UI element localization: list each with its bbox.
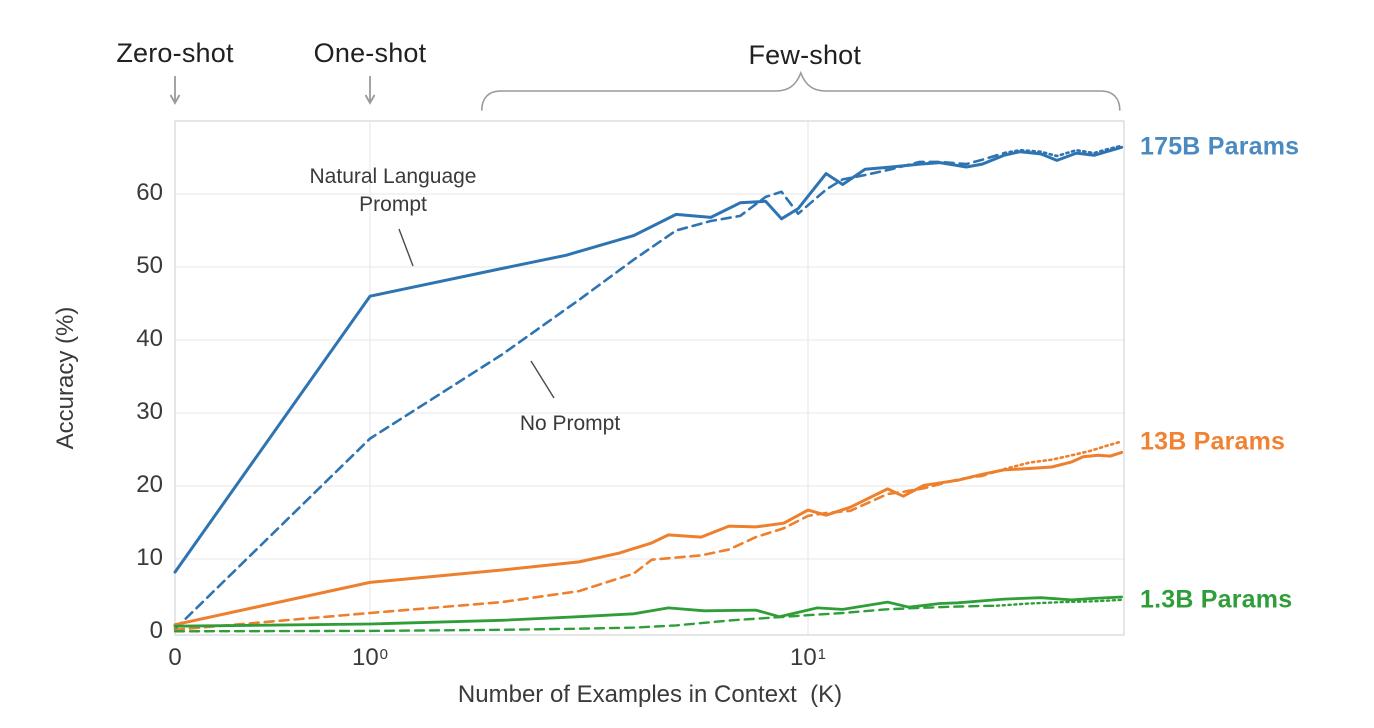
x-tick-label: 101 bbox=[789, 644, 827, 671]
series-line-dashed bbox=[173, 151, 1006, 631]
x-tick-label: 100 bbox=[351, 644, 389, 671]
series-label: 1.3B Params bbox=[1140, 585, 1293, 614]
y-tick-label: 30 bbox=[136, 398, 163, 425]
y-tick-label: 10 bbox=[136, 544, 163, 571]
y-tick-label: 50 bbox=[136, 252, 163, 279]
natural-language-prompt-annotation: Natural Language Prompt bbox=[310, 163, 477, 220]
y-tick-label: 40 bbox=[136, 325, 163, 352]
y-axis-title: Accuracy (%) bbox=[52, 306, 79, 450]
annotation-leader-line bbox=[530, 360, 555, 399]
x-axis-title: Number of Examples in Context (K) bbox=[457, 681, 843, 708]
y-tick-label: 60 bbox=[136, 179, 163, 206]
series-line-dotted bbox=[1002, 440, 1123, 471]
down-arrow-icon bbox=[364, 94, 376, 105]
series-label: 175B Params bbox=[1140, 132, 1300, 161]
series-line-solid bbox=[173, 595, 1123, 628]
series-line-dotted bbox=[1002, 144, 1123, 158]
x-tick-exponent: 0 bbox=[379, 646, 389, 663]
one-shot-label: One-shot bbox=[313, 38, 427, 68]
series-line-dashed bbox=[173, 604, 999, 633]
series-line-solid bbox=[173, 450, 1124, 627]
series-line-dotted bbox=[995, 598, 1123, 607]
y-tick-label: 20 bbox=[136, 471, 163, 498]
annotation-line: Natural Language bbox=[309, 165, 477, 188]
down-arrow-icon bbox=[169, 94, 181, 105]
y-tick-label: 0 bbox=[149, 617, 163, 644]
few-shot-brace bbox=[481, 70, 1121, 111]
annotation-leader-line bbox=[398, 228, 414, 267]
x-tick-label: 0 bbox=[168, 644, 182, 671]
x-tick-exponent: 1 bbox=[817, 646, 827, 663]
no-prompt-annotation: No Prompt bbox=[519, 412, 621, 435]
few-shot-label: Few-shot bbox=[748, 40, 862, 70]
series-label: 13B Params bbox=[1140, 427, 1286, 456]
zero-shot-label: Zero-shot bbox=[116, 38, 234, 68]
annotation-line: Prompt bbox=[359, 193, 427, 217]
series-line-solid bbox=[173, 145, 1124, 574]
plot-border bbox=[174, 120, 1125, 636]
series-line-dashed bbox=[173, 467, 1006, 632]
